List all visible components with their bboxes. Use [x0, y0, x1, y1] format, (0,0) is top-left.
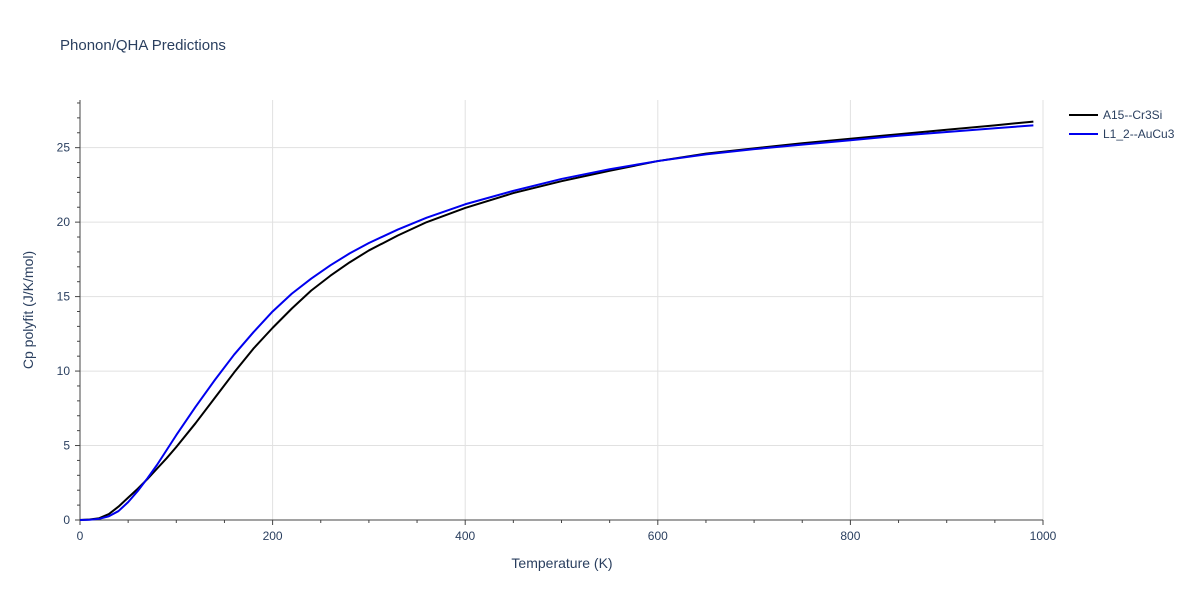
x-tick-label: 0 — [77, 529, 84, 543]
legend-label-1: L1_2--AuCu3 — [1103, 127, 1175, 141]
x-tick-label: 1000 — [1030, 529, 1057, 543]
series-lines — [79, 120, 1034, 521]
x-axis-title: Temperature (K) — [511, 555, 612, 571]
axes: 0 200 400 600 800 1000 0 5 10 15 20 25 — [57, 100, 1057, 543]
series-line-1 — [79, 124, 1034, 521]
grid-lines — [80, 100, 1044, 520]
y-axis-title: Cp polyfit (J/K/mol) — [20, 251, 36, 369]
x-tick-label: 800 — [840, 529, 860, 543]
x-tick-label: 400 — [455, 529, 475, 543]
y-tick-label: 20 — [57, 215, 71, 229]
series-line-0 — [79, 120, 1034, 521]
y-tick-label: 0 — [63, 513, 70, 527]
x-tick-label: 600 — [648, 529, 668, 543]
legend: A15--Cr3Si L1_2--AuCu3 — [1069, 108, 1175, 141]
x-tick-label: 200 — [263, 529, 283, 543]
chart-title: Phonon/QHA Predictions — [60, 37, 226, 54]
legend-label-0: A15--Cr3Si — [1103, 108, 1162, 122]
y-tick-label: 15 — [57, 290, 71, 304]
y-tick-label: 5 — [63, 439, 70, 453]
y-tick-label: 25 — [57, 141, 71, 155]
y-tick-label: 10 — [57, 364, 71, 378]
